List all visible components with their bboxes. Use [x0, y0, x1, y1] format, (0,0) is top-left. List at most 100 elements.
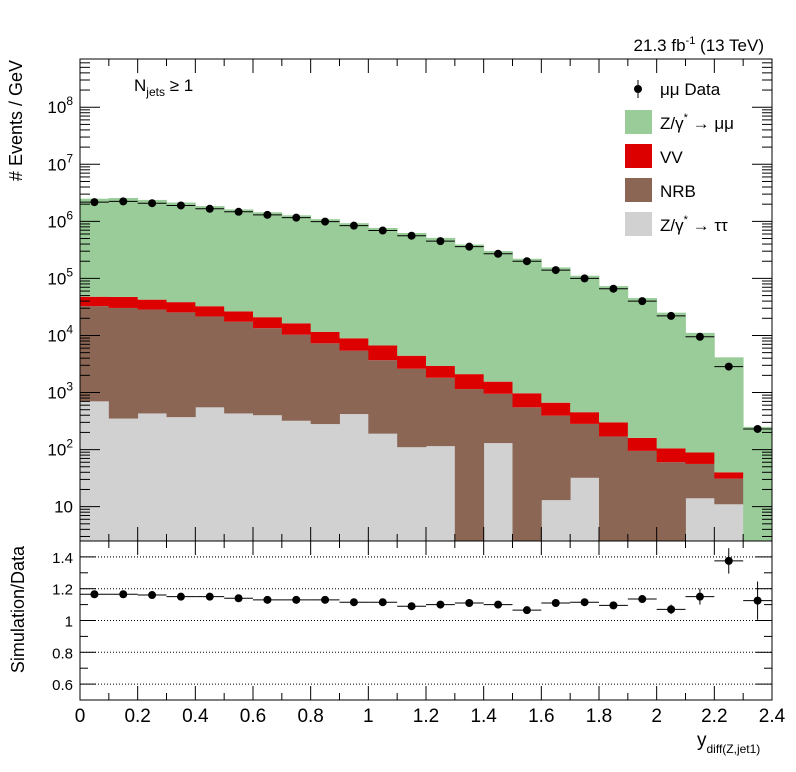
ratio-point — [321, 595, 330, 604]
main-stack-bars — [80, 197, 773, 541]
ratio-point — [580, 598, 589, 607]
bar — [599, 286, 629, 423]
bar — [426, 446, 456, 541]
main-data-points — [80, 197, 772, 433]
bar — [368, 345, 398, 361]
legend: μμ Data Z/γ* → μμ VV NRB Z/γ* → ττ — [625, 80, 734, 236]
series-2 — [80, 296, 744, 479]
ratio-y-axis: 0.6 0.8 1 1.2 1.4 — [52, 550, 73, 694]
bar — [426, 366, 456, 378]
x-tick-label: 1.8 — [586, 706, 612, 727]
data-point — [234, 207, 243, 216]
data-point — [753, 424, 762, 433]
bar — [310, 219, 340, 332]
bar — [656, 312, 686, 449]
selection-label: Njets ≥ 1 — [134, 76, 193, 99]
ratio-y-tick-label: 1.4 — [52, 550, 73, 567]
x-tick-label: 2 — [651, 706, 662, 727]
data-point — [205, 204, 214, 213]
bar — [368, 360, 398, 434]
series-0 — [80, 401, 744, 541]
legend-entry: VV — [625, 144, 683, 168]
legend-marker — [634, 85, 642, 93]
bar — [281, 334, 312, 421]
series-3 — [80, 197, 773, 541]
ratio-point — [465, 599, 474, 608]
ratio-point — [378, 598, 387, 607]
bar — [627, 298, 658, 438]
bar — [195, 206, 225, 307]
data-point — [580, 274, 589, 283]
ratio-point — [263, 595, 272, 604]
bar — [570, 477, 600, 541]
bar — [570, 275, 600, 413]
bar — [541, 500, 571, 541]
legend-swatch — [625, 144, 652, 168]
x-tick-label: 1.2 — [413, 706, 439, 727]
lumi-label: 21.3 fb-1 (13 TeV) — [634, 35, 764, 55]
bar — [310, 424, 340, 541]
bar — [656, 448, 686, 463]
legend-label: VV — [660, 148, 683, 167]
ratio-y-tick-label: 0.6 — [52, 677, 73, 694]
bar — [512, 393, 542, 408]
x-tick-label: 0.8 — [297, 706, 323, 727]
ratio-point — [292, 595, 301, 604]
bar — [224, 413, 254, 541]
bar — [368, 227, 398, 346]
main-y-axis: 10 102 103 104 105 106 107 108 — [47, 94, 73, 516]
data-point — [494, 249, 503, 258]
bar — [195, 306, 225, 317]
bar — [339, 414, 369, 541]
series-1 — [80, 306, 744, 541]
bar — [108, 296, 139, 308]
bar — [339, 350, 369, 415]
ratio-data-points — [80, 548, 772, 620]
bar — [253, 328, 283, 416]
legend-swatch — [625, 178, 652, 202]
data-point — [349, 221, 358, 230]
bar — [339, 338, 369, 351]
legend-swatch — [625, 110, 652, 134]
bar — [397, 447, 427, 541]
data-point — [695, 332, 704, 341]
legend-entry: μμ Data — [634, 80, 721, 99]
bar — [281, 323, 312, 335]
ratio-y-axis-title: Simulation/Data — [8, 545, 28, 673]
data-point — [407, 231, 416, 240]
x-tick-label: 2.4 — [759, 706, 786, 727]
bar — [426, 237, 456, 367]
ratio-y-tick-label: 1 — [65, 614, 73, 631]
bar — [570, 423, 600, 478]
bar — [137, 413, 167, 541]
bar — [627, 437, 658, 451]
bar — [426, 377, 456, 447]
x-tick-label: 1.4 — [470, 706, 497, 727]
bar — [541, 267, 571, 403]
bar — [80, 306, 110, 402]
ratio-point — [349, 598, 358, 607]
bar — [714, 478, 744, 505]
main-y-tick-label: 106 — [47, 208, 73, 231]
main-y-tick-label: 105 — [47, 265, 73, 288]
bar — [310, 343, 340, 425]
bar — [368, 433, 398, 541]
bar — [137, 199, 167, 300]
legend-label: Z/γ* → ττ — [660, 214, 728, 235]
bar — [339, 223, 369, 339]
ratio-point — [407, 602, 416, 611]
bar — [541, 415, 571, 501]
bar — [714, 472, 744, 479]
bar — [195, 407, 225, 541]
legend-swatch — [625, 212, 652, 236]
ratio-y-tick-label: 1.2 — [52, 582, 73, 599]
data-point — [90, 198, 99, 207]
data-point — [321, 217, 330, 226]
ratio-point — [609, 601, 618, 610]
data-point — [465, 242, 474, 251]
ratio-y-tick-label: 0.8 — [52, 645, 73, 662]
bar — [656, 462, 686, 541]
bar — [166, 417, 196, 541]
data-point — [724, 362, 733, 371]
ratio-point — [176, 592, 185, 601]
